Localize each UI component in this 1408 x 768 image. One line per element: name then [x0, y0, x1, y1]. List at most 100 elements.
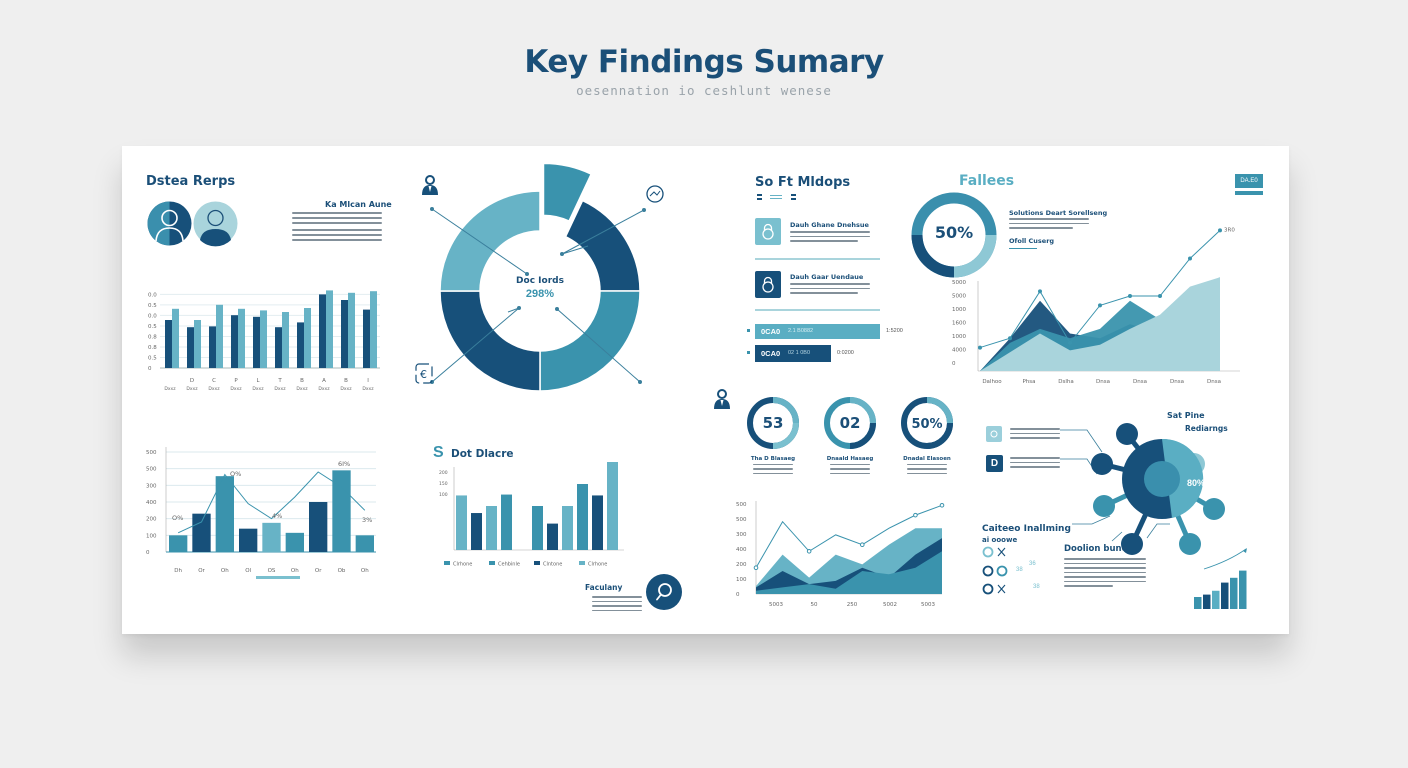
dashboard-board: Dstea Rerps Ka Mlcan Aune 0 0.5 0.8 0.8 0.5 0… — [122, 146, 1289, 634]
divider — [755, 309, 880, 311]
item-text-1 — [790, 231, 870, 245]
lock-icon — [762, 276, 774, 293]
svg-text:0.0: 0.0 — [148, 313, 157, 319]
svg-text:0.5: 0.5 — [148, 324, 157, 330]
lock-tile-light — [755, 218, 781, 245]
svg-text:0.8: 0.8 — [148, 334, 157, 340]
svg-text:3R0: 3R0 — [1224, 227, 1235, 233]
progress-bar-value: 1:5200 — [886, 328, 903, 334]
info-text-1 — [1010, 428, 1060, 442]
svg-text:Dxxz: Dxxz — [296, 386, 308, 392]
network-title-2: Rediarngs — [1185, 424, 1228, 433]
badge[interactable]: DA.E0 — [1235, 174, 1263, 188]
svg-text:Dxxz: Dxxz — [340, 386, 352, 392]
decision-text — [1064, 558, 1146, 590]
svg-text:5000: 5000 — [952, 280, 966, 286]
bullet-icon — [747, 329, 750, 332]
progress-bar-label: 0CA0 — [761, 327, 781, 336]
svg-text:Dxxz: Dxxz — [274, 386, 286, 392]
bullet-icon — [747, 351, 750, 354]
item-text-2 — [790, 283, 870, 297]
svg-text:5003: 5003 — [921, 602, 935, 608]
stacked-area-chart: 0 100 200 400 300 500 500 5003 50 250 5002 5003 — [736, 501, 945, 608]
checklist-pct: 38 — [1016, 567, 1023, 573]
svg-text:200: 200 — [439, 470, 448, 476]
svg-text:€: € — [420, 368, 427, 381]
progress-bar-label: 0CA0 — [761, 349, 781, 358]
bar-line-combo-chart: 0 100 200 400 300 500 500 Dh Or Oh Ol OS Oh Or Ob Oh O% O… — [146, 447, 376, 579]
panel-title-data-reps: Dstea Rerps — [146, 174, 236, 189]
svg-text:500: 500 — [146, 450, 157, 456]
svg-text:A: A — [322, 378, 326, 384]
svg-text:100: 100 — [736, 577, 747, 583]
svg-text:53: 53 — [763, 414, 784, 432]
svg-text:100: 100 — [146, 533, 157, 539]
svg-text:0: 0 — [736, 592, 740, 598]
kpi-label: Dnadal Elasoen — [903, 456, 951, 462]
svg-text:Ob: Ob — [338, 568, 346, 574]
info-text-2 — [1010, 457, 1060, 471]
svg-text:Cehbinle: Cehbinle — [498, 562, 520, 568]
avatar-person-icon — [147, 201, 192, 246]
badge-underline — [1235, 191, 1263, 195]
svg-text:4000: 4000 — [952, 348, 966, 354]
svg-text:Clntone: Clntone — [543, 562, 562, 568]
svg-text:Dxxz: Dxxz — [208, 386, 220, 392]
svg-text:0: 0 — [952, 361, 956, 367]
progress-bar-sub: 2.1 B0882 — [788, 328, 814, 334]
decision-title: Doolion bune — [1064, 544, 1128, 554]
svg-text:100: 100 — [439, 492, 448, 498]
svg-text:Dnsa: Dnsa — [1096, 379, 1110, 385]
network-center-value: 80% — [1186, 478, 1205, 488]
svg-text:Dxxz: Dxxz — [318, 386, 330, 392]
svg-text:Dxxz: Dxxz — [230, 386, 242, 392]
svg-text:Oh: Oh — [291, 568, 299, 574]
svg-text:200: 200 — [736, 562, 747, 568]
checklist-title: Caiteeo Inallming — [982, 524, 1071, 534]
svg-text:1000: 1000 — [952, 307, 966, 313]
fallees-area-chart: 0 4000 1000 1600 1000 5000 5000 3R0 Dalhoo Phsa Ds… — [952, 227, 1240, 385]
svg-text:Phsa: Phsa — [1022, 379, 1035, 385]
checklist-subtitle: ai ooowe — [982, 536, 1018, 544]
fallees-text — [1009, 218, 1089, 232]
svg-text:250: 250 — [847, 602, 858, 608]
svg-text:O%: O% — [230, 470, 241, 478]
donut-chart: € — [415, 162, 730, 409]
svg-text:D: D — [190, 378, 194, 384]
svg-text:200: 200 — [146, 517, 157, 523]
svg-text:300: 300 — [736, 532, 747, 538]
page-subtitle: oesennation io ceshlunt wenese — [576, 83, 832, 98]
fallees-link[interactable]: Ofoll Cuserg — [1009, 237, 1055, 245]
svg-text:Dxxz: Dxxz — [164, 386, 176, 392]
circle-icon — [990, 430, 998, 438]
svg-text:Or: Or — [315, 568, 322, 574]
kpi-label: Dnaald Hasaeg — [826, 456, 874, 462]
info-tile — [986, 426, 1002, 442]
svg-text:6I%: 6I% — [338, 460, 350, 468]
svg-text:Dh: Dh — [174, 568, 182, 574]
search-button[interactable] — [646, 574, 682, 610]
findings-label: Faculany — [585, 583, 623, 592]
progress-bar-1: 0CA0 2.1 B0882 — [755, 324, 880, 339]
svg-text:50%: 50% — [911, 417, 942, 432]
svg-text:L: L — [256, 378, 260, 384]
svg-text:500: 500 — [146, 467, 157, 473]
svg-text:Dnsa: Dnsa — [1207, 379, 1221, 385]
progress-bar-sub: 02 1 0B0 — [788, 350, 811, 356]
svg-text:0.0: 0.0 — [148, 292, 157, 298]
svg-text:150: 150 — [439, 481, 448, 487]
svg-text:Dnsa: Dnsa — [1170, 379, 1184, 385]
dollar-icon: S — [433, 444, 444, 461]
svg-text:OS: OS — [268, 568, 276, 574]
svg-text:1000: 1000 — [952, 334, 966, 340]
svg-text:Oh: Oh — [221, 568, 229, 574]
item-heading-1: Dauh Ghane Dnehsue — [790, 221, 869, 229]
svg-text:400: 400 — [736, 547, 747, 553]
kpi-text — [830, 464, 870, 477]
svg-text:Dslha: Dslha — [1058, 379, 1074, 385]
grouped-bar-chart: 0 0.5 0.8 0.8 0.5 0.0 0.5 0.0 Dxxz D Dxxz C Dxxz P Dxx… — [148, 290, 380, 392]
panel-title-soft-mldops: So Ft Mldops — [755, 175, 851, 190]
svg-text:02: 02 — [840, 414, 861, 432]
avatar-man-icon — [193, 201, 238, 247]
svg-text:Clrhone: Clrhone — [588, 562, 607, 568]
